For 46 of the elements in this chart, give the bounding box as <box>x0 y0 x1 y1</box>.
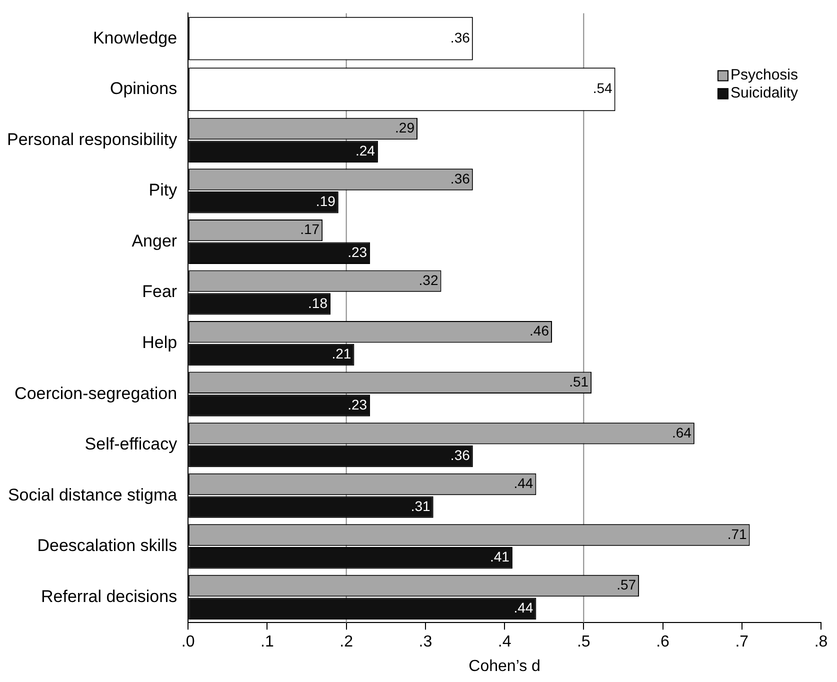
y-tick-label: Help <box>142 332 178 352</box>
y-tick-label: Anger <box>132 231 178 250</box>
data-label: .57 <box>616 576 636 593</box>
y-tick-label: Deescalation skills <box>37 536 178 556</box>
x-tick-label: .1 <box>260 634 274 651</box>
y-tick-label: Self-efficacy <box>84 434 178 454</box>
data-label: .71 <box>727 526 748 542</box>
data-label: .36 <box>450 29 470 46</box>
x-tick-label: .6 <box>656 634 670 651</box>
x-tick-label: .5 <box>576 634 590 651</box>
data-label: .18 <box>308 294 328 311</box>
x-tick-label: .2 <box>340 634 354 651</box>
data-label: .51 <box>569 374 589 390</box>
data-label: .29 <box>395 120 415 136</box>
x-tick-label: .3 <box>418 634 432 651</box>
legend-label: Suicidality <box>730 84 798 102</box>
data-label: .23 <box>348 244 368 260</box>
x-tick-label: .8 <box>814 634 828 651</box>
data-label: .64 <box>672 424 692 440</box>
x-tick-label: .7 <box>735 634 749 651</box>
data-label: .54 <box>592 80 613 96</box>
data-label: .24 <box>355 142 376 158</box>
data-label: .46 <box>530 322 550 339</box>
y-tick-label: Fear <box>142 282 178 302</box>
data-label: .17 <box>300 221 320 238</box>
y-tick-label: Referral decisions <box>41 586 178 606</box>
y-tick-label: Social distance stigma <box>8 485 178 504</box>
legend-label: Psychosis <box>730 66 798 84</box>
data-label: .36 <box>450 170 470 186</box>
y-tick-label: Knowledge <box>92 28 178 48</box>
data-label: .44 <box>514 475 534 492</box>
x-axis-title: Cohen’s d <box>468 658 540 675</box>
data-label: .23 <box>348 396 368 412</box>
x-tick-label: .0 <box>181 634 195 651</box>
data-label: .32 <box>418 272 438 288</box>
data-label: .19 <box>316 193 336 210</box>
y-tick-label: Opinions <box>110 79 178 98</box>
data-label: .31 <box>410 498 431 514</box>
data-label: .44 <box>514 599 534 616</box>
data-label: .41 <box>490 548 510 565</box>
data-label: .21 <box>332 346 352 362</box>
y-tick-label: Pity <box>148 180 178 200</box>
data-label: .36 <box>450 447 470 464</box>
y-tick-label: Personal responsibility <box>6 130 178 149</box>
y-tick-label: Coercion-segregation <box>14 384 178 403</box>
x-tick-label: .4 <box>498 634 512 651</box>
